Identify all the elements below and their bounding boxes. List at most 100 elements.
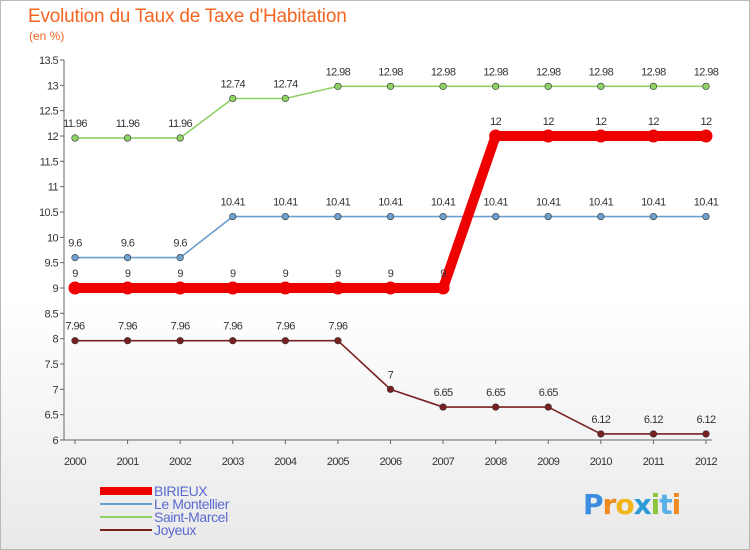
logo-letter: P (583, 488, 604, 521)
data-point-joyeux (176, 337, 184, 345)
series-line-saint-marcel (74, 85, 707, 139)
data-label-saint-marcel: 11.96 (63, 118, 87, 130)
data-label-birieux: 9 (125, 268, 131, 280)
data-point-birieux (541, 129, 555, 143)
data-label-birieux: 9 (440, 268, 446, 280)
x-tick-label: 2010 (590, 456, 613, 468)
data-point-joyeux (386, 385, 395, 393)
logo-letter: r (602, 488, 617, 521)
legend-label: BIRIEUX (154, 483, 208, 499)
y-tick-label: 12 (47, 131, 59, 143)
data-point-birieux (68, 281, 82, 295)
data-point-joyeux (229, 337, 237, 345)
x-tick-label: 2009 (537, 456, 560, 468)
series-line-le-montellier (74, 215, 707, 259)
legend-label: Joyeux (154, 522, 196, 538)
data-label-joyeux: 7.96 (223, 321, 242, 333)
x-tick-label: 2000 (64, 456, 87, 468)
data-point-birieux (331, 281, 345, 295)
y-tick-label: 10.5 (39, 207, 58, 219)
data-label-saint-marcel: 11.96 (116, 118, 140, 130)
y-unit-label: (en %) (29, 29, 65, 43)
x-tick-label: 2004 (274, 456, 297, 468)
data-point-birieux (489, 129, 503, 143)
series-line-birieux (70, 131, 711, 293)
data-label-joyeux: 7.96 (276, 321, 295, 333)
data-point-saint-marcel (229, 94, 237, 103)
data-point-saint-marcel (71, 134, 79, 142)
data-label-birieux: 9 (72, 268, 78, 280)
data-point-saint-marcel (597, 82, 605, 90)
data-point-le-montellier (492, 212, 500, 221)
x-tick-label: 2006 (379, 456, 402, 468)
y-tick-label: 9.5 (45, 258, 59, 270)
data-label-le-montellier: 10.41 (536, 197, 561, 209)
data-point-birieux (173, 281, 187, 295)
data-point-le-montellier (71, 254, 79, 262)
data-point-birieux (226, 281, 240, 295)
data-point-le-montellier (229, 212, 237, 221)
data-label-birieux: 12 (490, 116, 502, 128)
x-tick-label: 2001 (117, 456, 140, 468)
data-label-saint-marcel: 12.98 (378, 66, 403, 78)
data-label-saint-marcel: 12.98 (483, 66, 508, 78)
y-tick-label: 12.5 (39, 106, 58, 118)
data-label-le-montellier: 9.6 (68, 238, 82, 250)
data-point-birieux (646, 129, 660, 143)
logo-letter: x (633, 488, 652, 521)
data-label-le-montellier: 10.41 (326, 197, 351, 209)
data-point-le-montellier (176, 254, 184, 262)
data-label-birieux: 12 (543, 116, 555, 128)
logo-letter: o (615, 488, 634, 521)
data-point-joyeux (544, 403, 552, 411)
data-point-joyeux (334, 337, 342, 345)
data-point-le-montellier (597, 212, 605, 221)
data-point-joyeux (597, 430, 605, 438)
data-point-birieux (384, 281, 397, 295)
data-label-joyeux: 7.96 (171, 321, 190, 333)
x-tick-label: 2008 (485, 456, 508, 468)
x-tick-label: 2002 (169, 456, 192, 468)
data-point-le-montellier (386, 212, 395, 221)
data-point-le-montellier (702, 212, 710, 221)
y-tick-label: 6.5 (45, 410, 59, 422)
data-point-joyeux (281, 337, 289, 345)
y-tick-label: 13 (47, 80, 59, 92)
legend-label: Le Montellier (154, 496, 229, 512)
data-label-saint-marcel: 11.96 (168, 118, 192, 130)
data-point-saint-marcel (334, 82, 342, 90)
data-label-joyeux: 6.65 (486, 387, 505, 399)
data-label-saint-marcel: 12.98 (536, 66, 561, 78)
data-label-le-montellier: 10.41 (378, 197, 403, 209)
data-label-saint-marcel: 12.98 (641, 66, 666, 78)
data-label-joyeux: 7.96 (328, 321, 347, 333)
legend-swatch (100, 503, 152, 505)
data-label-le-montellier: 10.41 (273, 197, 298, 209)
data-label-joyeux: 6.65 (539, 387, 558, 399)
x-tick-label: 2011 (643, 456, 665, 468)
x-tick-label: 2012 (695, 456, 718, 468)
data-label-joyeux: 6.12 (644, 414, 663, 426)
y-tick-label: 11 (48, 182, 59, 194)
data-point-le-montellier (334, 212, 342, 221)
legend-swatch (100, 516, 152, 518)
data-label-birieux: 9 (335, 268, 341, 280)
data-label-le-montellier: 10.41 (483, 197, 508, 209)
data-label-saint-marcel: 12.98 (431, 66, 456, 78)
data-label-birieux: 12 (700, 116, 712, 128)
data-label-joyeux: 7 (388, 369, 394, 381)
data-label-saint-marcel: 12.74 (220, 79, 245, 91)
data-point-le-montellier (123, 254, 132, 262)
data-point-birieux (278, 281, 292, 295)
data-point-joyeux (492, 403, 500, 411)
data-point-joyeux (649, 430, 658, 438)
data-label-birieux: 9 (388, 268, 394, 280)
y-tick-label: 7 (52, 384, 58, 396)
data-point-le-montellier (544, 212, 552, 221)
legend-swatch (100, 529, 152, 531)
data-point-le-montellier (439, 212, 447, 221)
data-label-birieux: 9 (177, 268, 183, 280)
data-point-saint-marcel (123, 134, 132, 142)
